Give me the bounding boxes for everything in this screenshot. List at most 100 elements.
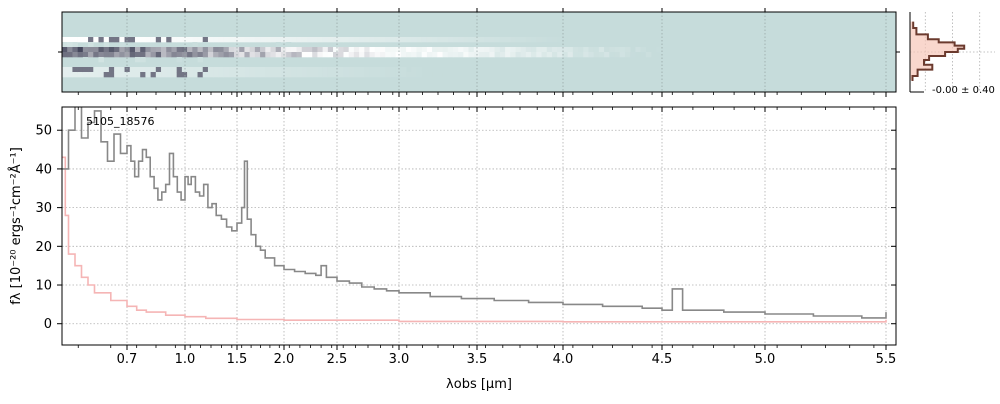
heatmap-cell [202,42,209,48]
heatmap-cell [390,47,396,53]
heatmap-cell [379,52,386,58]
heatmap-cell [234,37,240,43]
heatmap-cell [197,72,204,78]
heatmap-cell [72,52,78,58]
heatmap-cell [275,52,282,58]
heatmap-cell [567,47,574,53]
heatmap-cell [322,37,329,43]
heatmap-cell [479,37,485,43]
heatmap-cell [572,52,579,58]
heatmap-cell [67,42,73,48]
heatmap-cell [192,72,198,78]
heatmap-cell [468,47,475,53]
heatmap-cell [98,57,104,63]
heatmap-cell [176,47,183,53]
heatmap-cell [192,37,198,43]
heatmap-cell [301,67,308,73]
heatmap-cell [67,47,73,53]
heatmap-cell [452,37,459,43]
heatmap-cell [207,52,214,58]
heatmap-cell [317,52,323,58]
heatmap-cell [525,47,532,53]
heatmap-cell [291,72,297,78]
heatmap-cell [301,47,308,53]
heatmap-cell [442,67,449,73]
heatmap-cell [296,47,303,53]
heatmap-cell [260,47,266,53]
heatmap-cell [239,67,245,73]
heatmap-cell [176,37,183,43]
heatmap-cell [218,37,224,43]
heatmap-cell [207,47,214,53]
heatmap-cell [145,47,151,53]
heatmap-cell [249,37,256,43]
profile-line [911,21,966,81]
heatmap-cell [353,67,360,73]
heatmap-cell [333,72,339,78]
heatmap-cell [406,37,412,43]
heatmap-cell [239,72,245,78]
heatmap-cell [161,47,167,53]
heatmap-cell [359,47,365,53]
spectrum-2d-ticks [58,8,900,97]
heatmap-cell [353,47,360,53]
heatmap-cell [630,52,636,58]
heatmap-cell [353,72,360,78]
heatmap-cell [244,72,250,78]
heatmap-cell [275,42,282,48]
heatmap-cell [254,52,261,58]
heatmap-cell [291,47,297,53]
heatmap-cell [510,47,516,53]
heatmap-cell [249,72,256,78]
heatmap-cell [442,52,449,58]
heatmap-cell [82,37,89,43]
heatmap-cell [254,37,261,43]
heatmap-cell [187,72,193,78]
heatmap-cell [202,47,209,53]
heatmap-cell [411,72,417,78]
heatmap-cell [280,37,287,43]
heatmap-cell [155,37,162,43]
heatmap-cell [432,67,438,73]
heatmap-cell [437,72,443,78]
heatmap-cell [515,52,521,58]
heatmap-cell [359,72,365,78]
heatmap-cell [213,52,219,58]
heatmap-cell [312,72,318,78]
heatmap-cell [82,52,89,58]
heatmap-cell [624,52,631,58]
heatmap-cell [557,47,563,53]
heatmap-cell [213,37,219,43]
heatmap-cell [338,67,344,73]
spectrum-2d-panel [58,8,900,97]
heatmap-cell [442,37,449,43]
heatmap-cell [426,37,433,43]
spectrum-1d-panel: 0 10 20 30 40 50 0.7 1.0 1.5 2.0 2.5 3.0 3.5 4.0 4.5 5… [8,106,897,392]
heatmap-cell [379,67,386,73]
heatmap-cell [218,67,224,73]
heatmap-cell [187,52,193,58]
heatmap-cell [93,52,99,58]
heatmap-cell [234,67,240,73]
heatmap-cell [166,72,172,78]
object-id-label: 5105_18576 [86,115,155,128]
heatmap-cell [306,72,313,78]
heatmap-cell [140,67,146,73]
heatmap-cell [411,37,417,43]
heatmap-cell [275,72,282,78]
heatmap-cell [171,52,177,58]
heatmap-cell [458,52,464,58]
heatmap-cell [437,52,443,58]
y-tick-label: 40 [35,162,52,177]
heatmap-cell [364,37,370,43]
heatmap-cell [176,57,183,63]
heatmap-cell [244,67,250,73]
heatmap-cell [265,47,271,53]
heatmap-cell [88,52,94,58]
heatmap-cell [77,67,84,73]
heatmap-cell [244,47,250,53]
heatmap-cell [416,47,422,53]
heatmap-cell [161,72,167,78]
heatmap-cell [598,52,605,58]
